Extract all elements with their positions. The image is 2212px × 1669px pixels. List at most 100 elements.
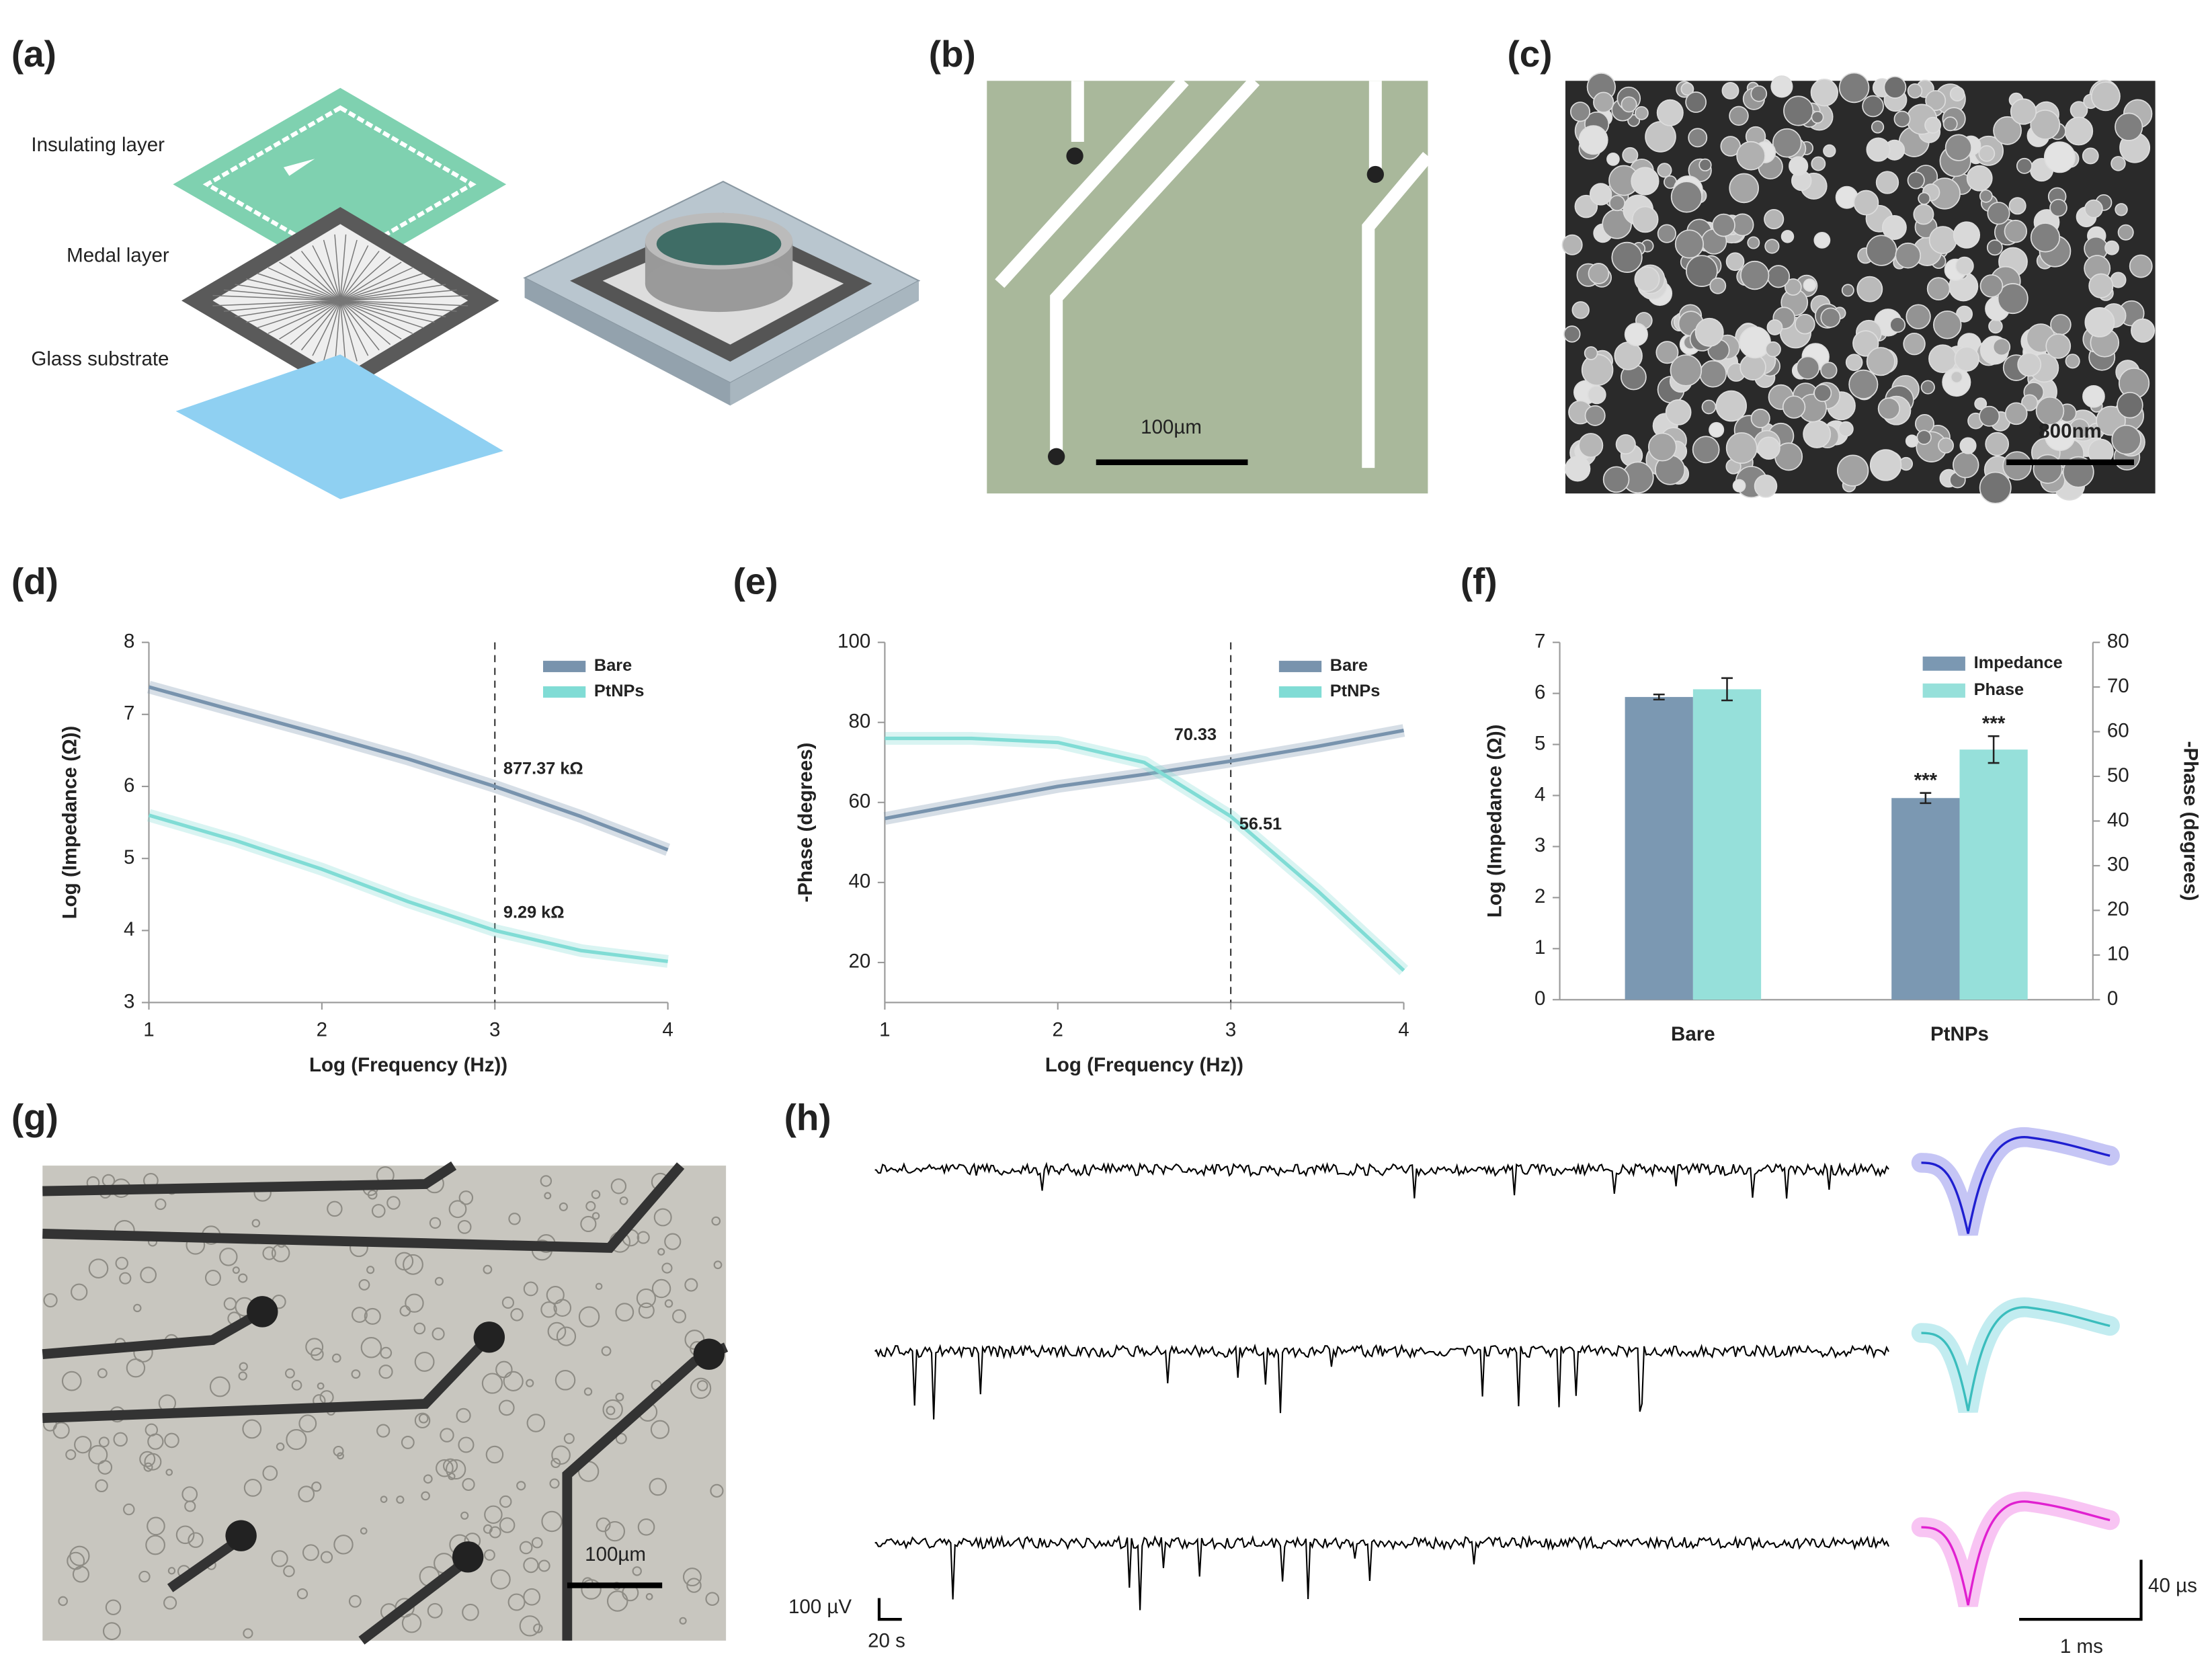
y2-tick-label: 20 [2107, 898, 2129, 920]
particle [1611, 241, 1643, 273]
particle [1907, 83, 1923, 99]
particle [2117, 391, 2143, 419]
cell [366, 1266, 375, 1274]
legend-label: Bare [1330, 656, 1368, 675]
cell [615, 1303, 634, 1322]
cell [298, 1414, 317, 1433]
cell [483, 1524, 493, 1534]
particle [2104, 240, 2119, 255]
metal-trace [339, 256, 391, 301]
particle [1740, 260, 1770, 290]
particle [1770, 75, 1793, 98]
cell [619, 1196, 628, 1205]
particle [1845, 354, 1863, 371]
cell [559, 1202, 568, 1211]
particle [1796, 356, 1820, 380]
cell [311, 1481, 322, 1492]
cell [686, 1578, 702, 1593]
y-tick-label: 2 [1534, 885, 1545, 907]
particle [1688, 128, 1708, 148]
y-tick-label: 3 [1534, 834, 1545, 856]
particle [1670, 181, 1703, 213]
x-tick-label: 2 [317, 1018, 327, 1041]
particle [2088, 273, 2114, 298]
electrode-site [473, 1321, 505, 1353]
cell [298, 1485, 315, 1503]
cell [243, 1628, 253, 1639]
cell [305, 1338, 324, 1356]
particle [1699, 360, 1727, 388]
cell [523, 1281, 538, 1297]
metal-trace [339, 251, 380, 301]
legend-swatch [542, 686, 586, 698]
particle [1926, 277, 1951, 300]
metal-trace [340, 300, 413, 334]
cell [507, 1593, 526, 1611]
particle [1698, 158, 1712, 172]
x-axis-label: Log (Frequency (Hz)) [309, 1054, 507, 1076]
metal-trace [257, 272, 341, 301]
cell [429, 1217, 442, 1229]
cell [485, 1445, 504, 1464]
metal-trace [340, 300, 457, 312]
metal-trace [340, 300, 468, 307]
y-tick-label: 100 [837, 630, 870, 652]
particle [1987, 202, 2010, 225]
particle [1686, 255, 1718, 287]
cell [672, 1309, 686, 1324]
cell [396, 1495, 405, 1504]
x-tick-label: 1 [143, 1018, 154, 1041]
cell [317, 1382, 325, 1390]
cell [69, 1545, 90, 1566]
cell [358, 1278, 370, 1291]
cell [418, 1413, 429, 1424]
cell [462, 1477, 475, 1492]
metal-trace [339, 300, 391, 345]
insulating-window [202, 105, 477, 263]
cell [140, 1266, 157, 1284]
metal-trace [334, 234, 341, 301]
particle [1869, 449, 1902, 481]
particle [1866, 235, 1897, 266]
cell [175, 1525, 195, 1545]
cell [499, 1517, 516, 1533]
cell [541, 1510, 563, 1533]
panel-label: (a) [11, 33, 56, 75]
particle [2004, 402, 2028, 425]
cell [457, 1220, 472, 1234]
cell [219, 1248, 238, 1266]
cell [276, 1442, 285, 1451]
metal-trace [268, 300, 341, 334]
particle [1721, 81, 1739, 99]
y2-axis-label: -Phase (degrees) [2179, 741, 2201, 901]
particle [1750, 408, 1770, 428]
trace [874, 1343, 1889, 1420]
particle [1852, 330, 1879, 357]
particle [1765, 341, 1781, 358]
particle [1907, 171, 1925, 190]
error-bar [1988, 735, 2000, 764]
particle [1621, 96, 1637, 113]
cell [223, 1297, 237, 1311]
cell [302, 1544, 319, 1561]
particle [2090, 81, 2121, 112]
particle [1645, 121, 1676, 153]
cell [432, 1327, 445, 1341]
ring-well [656, 222, 782, 266]
y-tick-label: 1 [1534, 936, 1545, 959]
glass-substrate [175, 354, 503, 499]
electrode-site [693, 1338, 725, 1370]
particle [1655, 341, 1679, 364]
particle [1966, 165, 1993, 192]
annotation: 877.37 kΩ [503, 759, 583, 778]
device-side [524, 278, 731, 406]
cell [664, 1233, 682, 1250]
cell [713, 1260, 723, 1270]
error-bar [1653, 693, 1665, 700]
particle [2035, 396, 2065, 425]
particle [1811, 110, 1824, 124]
electrode-trace [995, 76, 1433, 469]
particle [1820, 307, 1841, 328]
particle [1631, 167, 1660, 196]
